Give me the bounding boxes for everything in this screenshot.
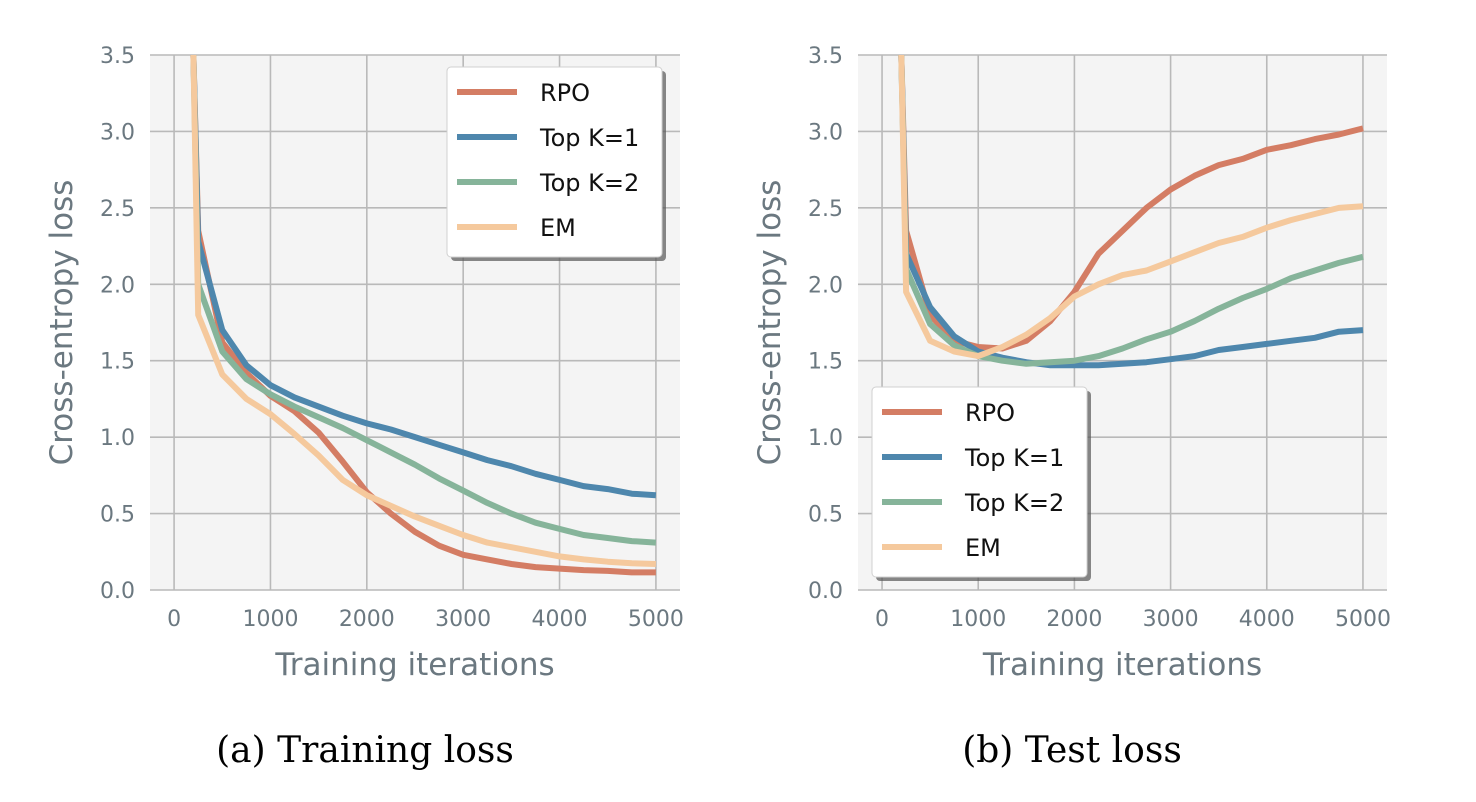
train-series-top-k-2	[190, 55, 657, 546]
train-legend-label-top-k-2: Top K=2	[539, 169, 639, 197]
train-series-em	[190, 55, 656, 567]
test-y-tick-label: 0.0	[808, 579, 843, 604]
test-x-tick-label: 1000	[950, 607, 1006, 632]
test-y-tick-label: 3.5	[808, 44, 843, 69]
train-x-tick-label: 4000	[532, 607, 588, 632]
test-x-tick-label: 3000	[1143, 607, 1199, 632]
test-x-axis-title: Training iterations	[982, 647, 1262, 683]
train-legend-label-em: EM	[540, 214, 576, 242]
train-y-tick-label: 1.5	[100, 350, 135, 375]
test-y-tick-label: 0.5	[808, 503, 843, 528]
train-y-tick-label: 3.0	[100, 120, 135, 145]
test-loss-panel: 0 1000 2000 3000 4000 5000 0.0 0.5 1.0 1.5 2.0 2.5 3…	[752, 44, 1391, 683]
train-x-tick-label: 2000	[339, 607, 395, 632]
test-legend-box	[871, 386, 1088, 578]
train-y-tick-label: 1.0	[100, 426, 135, 451]
test-y-tick-label: 2.5	[808, 197, 843, 222]
test-x-tick-label: 0	[875, 607, 889, 632]
train-y-axis-title: Cross-entropy loss	[44, 180, 80, 466]
test-y-tick-label: 1.5	[808, 350, 843, 375]
test-y-tick-label: 3.0	[808, 120, 843, 145]
train-x-axis-title: Training iterations	[274, 647, 554, 683]
test-x-tick-label: 4000	[1239, 607, 1295, 632]
test-series-em	[898, 55, 1364, 360]
test-legend-label-em: EM	[965, 534, 1001, 562]
train-y-tick-label: 0.5	[100, 503, 135, 528]
test-x-tick-label: 5000	[1335, 607, 1391, 632]
test-legend-label-rpo: RPO	[965, 399, 1015, 427]
test-y-tick-label: 1.0	[808, 426, 843, 451]
test-y-axis-title: Cross-entropy loss	[752, 180, 788, 466]
train-series-top-k-1	[190, 55, 657, 499]
caption-test-loss: (b) Test loss	[962, 730, 1182, 771]
train-x-tick-label: 3000	[435, 607, 491, 632]
training-loss-panel: 0 1000 2000 3000 4000 5000 0.0 0.5 1.0 1.5 2.0 2.5 3…	[44, 44, 684, 683]
train-legend-label-rpo: RPO	[540, 79, 590, 107]
test-legend-label-top-k-2: Top K=2	[964, 489, 1064, 517]
train-legend-box	[446, 66, 663, 258]
train-y-tick-label: 0.0	[100, 579, 135, 604]
test-legend-label-top-k-1: Top K=1	[964, 444, 1064, 472]
train-y-tick-label: 2.5	[100, 197, 135, 222]
test-legend: RPO Top K=1 Top K=2 EM	[871, 386, 1091, 581]
train-legend: RPO Top K=1 Top K=2 EM	[446, 66, 666, 261]
test-series-top-k-2	[898, 55, 1364, 367]
train-x-tick-label: 5000	[628, 607, 684, 632]
test-x-tick-label: 2000	[1046, 607, 1102, 632]
train-x-tick-label: 1000	[242, 607, 298, 632]
train-y-tick-label: 3.5	[100, 44, 135, 69]
train-x-tick-label: 0	[167, 607, 181, 632]
test-series-top-k-1	[898, 55, 1364, 369]
train-series-rpo	[190, 55, 656, 576]
caption-training-loss: (a) Training loss	[216, 730, 514, 771]
train-legend-label-top-k-1: Top K=1	[539, 124, 639, 152]
train-y-tick-label: 2.0	[100, 273, 135, 298]
test-y-tick-label: 2.0	[808, 273, 843, 298]
